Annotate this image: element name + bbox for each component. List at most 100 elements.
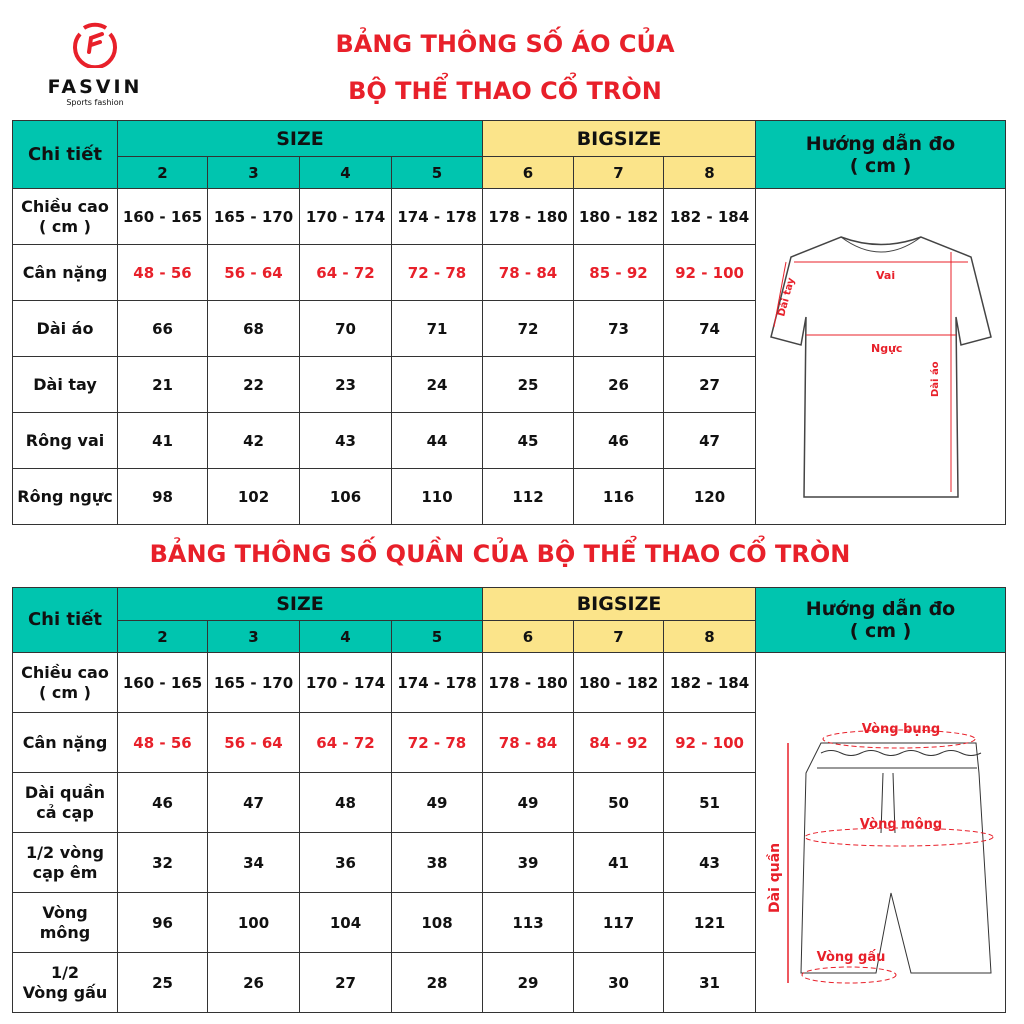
table-cell: 66	[117, 300, 208, 357]
table-cell: 174 - 178	[390, 188, 484, 245]
table-cell: 49	[482, 772, 575, 833]
row-label-line1: Dài tay	[33, 374, 97, 394]
shirt-size-table: Chi tiết SIZE BIGSIZE Hướng dẫn đo( cm )…	[12, 120, 1007, 525]
label-hip: Vòng mông	[859, 817, 941, 832]
table-cell: 64 - 72	[299, 244, 392, 301]
table-cell: 23	[299, 356, 392, 413]
row-label-line1: Rông vai	[25, 430, 105, 450]
size-column-2: 2	[117, 620, 208, 653]
table-cell: 178 - 180	[482, 652, 575, 713]
label-length: Dài áo	[929, 361, 941, 397]
table-row: Chiều cao( cm ) 160 - 165 165 - 170 170 - 1…	[12, 188, 1007, 525]
table-cell: 48 - 56	[117, 712, 208, 773]
table-cell: 170 - 174	[299, 188, 392, 245]
table-cell: 38	[390, 832, 484, 893]
table-cell: 51	[663, 772, 757, 833]
table-cell: 30	[573, 952, 665, 1013]
bigsize-header: BIGSIZE	[482, 120, 757, 157]
table-cell: 68	[207, 300, 300, 357]
table-cell: 43	[299, 412, 392, 469]
size-column-6: 6	[482, 620, 575, 653]
table-cell: 104	[299, 892, 392, 953]
row-label-line1: Cân nặng	[22, 732, 108, 752]
row-label: Chiều cao( cm )	[12, 188, 118, 245]
row-label-line2: Vòng gấu	[22, 982, 108, 1002]
table-cell: 72 - 78	[390, 244, 484, 301]
bigsize-header: BIGSIZE	[482, 587, 757, 621]
size-column-3: 3	[207, 156, 300, 189]
table-cell: 92 - 100	[663, 712, 757, 773]
table-cell: 25	[482, 356, 575, 413]
row-label-line2: ( cm )	[39, 216, 91, 236]
shirt-title-line1: BẢNG THÔNG SỐ ÁO CỦA	[335, 30, 675, 58]
table-cell: 160 - 165	[117, 652, 208, 713]
row-label-line1: 1/2 vòng	[26, 842, 104, 862]
table-cell: 27	[299, 952, 392, 1013]
row-label-line1: 1/2	[50, 962, 80, 982]
table-cell: 26	[207, 952, 300, 1013]
table-cell: 39	[482, 832, 575, 893]
guide-header-line2: ( cm )	[849, 620, 912, 642]
table-row: Rông ngực 98 102 106 110 112 116 120	[12, 468, 1006, 525]
table-cell: 174 - 178	[390, 652, 484, 713]
table-cell: 41	[117, 412, 208, 469]
table-cell: 49	[390, 772, 484, 833]
table-cell: 165 - 170	[207, 188, 300, 245]
size-column-5: 5	[390, 620, 484, 653]
table-cell: 64 - 72	[299, 712, 392, 773]
table-cell: 73	[573, 300, 665, 357]
table-cell: 113	[482, 892, 575, 953]
table-cell: 78 - 84	[482, 244, 575, 301]
size-column-4: 4	[299, 620, 392, 653]
table-cell: 22	[207, 356, 300, 413]
row-label-line1: Rông ngực	[17, 486, 113, 506]
logo-tagline: Sports fashion	[66, 98, 124, 107]
table-cell: 112	[482, 468, 575, 525]
row-label: Dài quần cả cạp	[12, 772, 118, 833]
table-cell: 46	[573, 412, 665, 469]
size-column-3: 3	[207, 620, 300, 653]
row-label-line1: Chiều cao	[21, 662, 109, 682]
row-label-line2: cạp êm	[32, 862, 98, 882]
table-cell: 85 - 92	[573, 244, 665, 301]
table-row: Chiều cao( cm ) 160 - 165 165 - 170 170 - 1…	[12, 652, 1007, 1013]
size-header: SIZE	[116, 120, 484, 157]
row-label: Cân nặng	[12, 712, 118, 773]
table-cell: 45	[482, 412, 575, 469]
table-cell: 84 - 92	[573, 712, 665, 773]
measurement-guide: Vai Ngực Dài tay Dài áo	[755, 188, 1007, 525]
table-cell: 102	[207, 468, 300, 525]
table-cell: 31	[663, 952, 757, 1013]
measurement-guide: Vòng bụng Vòng mông Vòng gấu Dài quần	[755, 652, 1007, 1013]
table-row: Dài quần cả cạp 46 47 48 49 49 50 51	[12, 772, 1006, 833]
pants-title: BẢNG THÔNG SỐ QUẦN CỦA BỘ THỂ THAO CỔ TR…	[149, 540, 851, 568]
table-cell: 180 - 182	[573, 188, 665, 245]
table-cell: 165 - 170	[207, 652, 300, 713]
size-column-8: 8	[663, 620, 757, 653]
table-cell: 43	[663, 832, 757, 893]
table-cell: 21	[117, 356, 208, 413]
table-row: Dài áo 66 68 70 71 72 73 74	[12, 300, 1006, 357]
size-column-7: 7	[573, 620, 665, 653]
table-cell: 117	[573, 892, 665, 953]
fasvin-logo: FASVIN Sports fashion	[40, 18, 150, 107]
table-cell: 106	[299, 468, 392, 525]
table-cell: 41	[573, 832, 665, 893]
row-label-line2: mông	[39, 922, 91, 942]
table-cell: 56 - 64	[207, 712, 300, 773]
table-cell: 24	[390, 356, 484, 413]
guide-header-line2: ( cm )	[849, 154, 912, 177]
table-cell: 47	[207, 772, 300, 833]
row-label: Dài tay	[12, 356, 118, 413]
table-cell: 27	[663, 356, 757, 413]
table-cell: 71	[390, 300, 484, 357]
row-label-line1: Dài quần	[24, 782, 106, 802]
row-label: Dài áo	[12, 300, 118, 357]
detail-header: Chi tiết	[12, 120, 118, 189]
row-label-line1: Dài áo	[36, 318, 94, 338]
logo-brand: FASVIN	[47, 76, 143, 98]
table-cell: 170 - 174	[299, 652, 392, 713]
table-cell: 182 - 184	[663, 652, 757, 713]
table-cell: 116	[573, 468, 665, 525]
logo-mark-icon	[73, 22, 117, 70]
